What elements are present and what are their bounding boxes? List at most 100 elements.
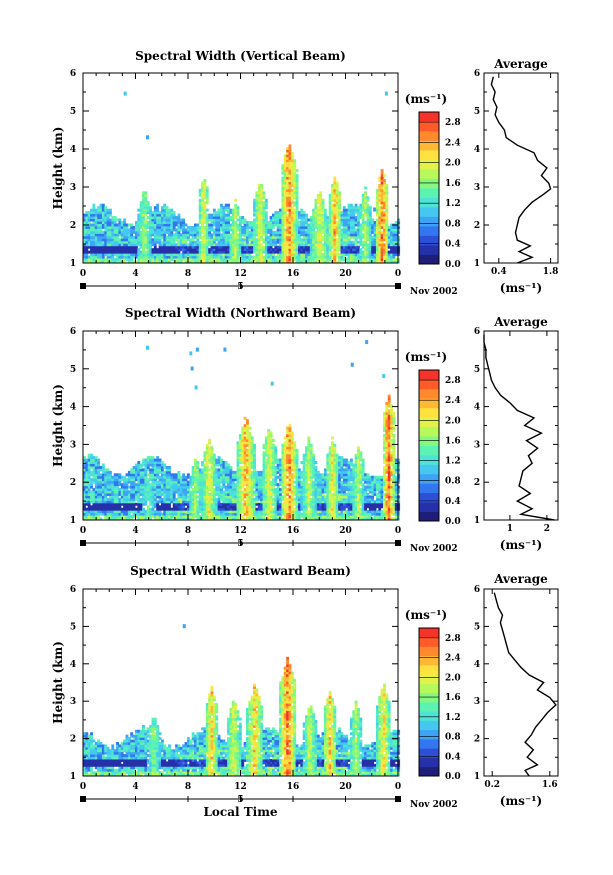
- heatmap-cell: [340, 253, 344, 257]
- heatmap-cell: [149, 473, 153, 477]
- heatmap-cell: [222, 480, 226, 484]
- heatmap-cell: [97, 250, 101, 254]
- heatmap-cell: [99, 465, 103, 469]
- heatmap-cell: [364, 203, 367, 207]
- heatmap-cell: [85, 475, 89, 479]
- heatmap-cell: [234, 243, 238, 247]
- heatmap-cell: [149, 490, 153, 494]
- heatmap-cell: [300, 208, 304, 212]
- heatmap-cell: [142, 258, 145, 262]
- heatmap-cell: [165, 253, 169, 257]
- heatmap-cell: [359, 238, 363, 242]
- heatmap-cell: [385, 198, 389, 202]
- heatmap-cell: [92, 240, 96, 244]
- heatmap-cell: [361, 201, 365, 205]
- heatmap-cell: [175, 218, 178, 222]
- heatmap-cell: [236, 500, 240, 504]
- heatmap-cell: [208, 453, 212, 457]
- heatmap-cell: [87, 258, 91, 262]
- heatmap-cell: [368, 225, 372, 229]
- heatmap-cell: [165, 497, 169, 501]
- heatmap-cell: [236, 488, 240, 492]
- heatmap-cell: [217, 245, 221, 249]
- heatmap-cell: [108, 223, 112, 227]
- heatmap-cell: [191, 260, 195, 264]
- average-x-tick-label: 1.8: [543, 267, 559, 277]
- heatmap-cell: [347, 223, 351, 227]
- heatmap-cell: [220, 248, 223, 252]
- heatmap-cell: [134, 465, 138, 469]
- heatmap-cell: [139, 488, 143, 492]
- heatmap-cell: [253, 473, 256, 477]
- heatmap-cell: [163, 505, 167, 509]
- heatmap-cell: [241, 216, 245, 220]
- heatmap-cell: [137, 490, 141, 494]
- heatmap-cell: [248, 495, 252, 499]
- heatmap-cell: [189, 258, 193, 262]
- heatmap-cell: [196, 243, 200, 247]
- heatmap-cell: [99, 255, 103, 259]
- heatmap-cell: [168, 240, 171, 244]
- heatmap-cell: [137, 483, 141, 487]
- heatmap-cell: [186, 228, 190, 232]
- heatmap-cell: [283, 238, 287, 242]
- heatmap-cell: [321, 198, 325, 202]
- heatmap-cell: [104, 230, 108, 234]
- heatmap-cell: [264, 238, 268, 242]
- heatmap-cell: [305, 233, 308, 237]
- heatmap-cell: [118, 505, 122, 509]
- heatmap-cell: [316, 211, 320, 215]
- heatmap-cell: [116, 478, 119, 482]
- heatmap-cell: [196, 240, 200, 244]
- heatmap-cell: [186, 248, 190, 252]
- heatmap-cell: [264, 198, 268, 202]
- heatmap-cell: [293, 174, 297, 178]
- heatmap-cell: [229, 490, 233, 494]
- heatmap-cell: [198, 255, 202, 259]
- heatmap-cell: [149, 488, 153, 492]
- heatmap-cell: [198, 500, 202, 504]
- heatmap-cell: [191, 235, 195, 239]
- heatmap-cell: [189, 245, 193, 249]
- heatmap-cell: [290, 176, 294, 180]
- heatmap-cell: [144, 500, 148, 504]
- heatmap-cell: [248, 502, 252, 506]
- heatmap-cell: [253, 221, 256, 224]
- heatmap-cell: [333, 248, 337, 252]
- heatmap-cell: [106, 235, 110, 239]
- heatmap-cell: [132, 468, 136, 472]
- heatmap-cell: [255, 480, 259, 484]
- heatmap-cell: [146, 245, 150, 249]
- heatmap-cell: [125, 228, 129, 232]
- heatmap-cell: [139, 512, 143, 516]
- heatmap-cell: [203, 228, 207, 232]
- heatmap-cell: [319, 198, 323, 202]
- heatmap-cell: [290, 169, 294, 173]
- chart-title: Spectral Width (Northward Beam): [125, 306, 356, 320]
- heatmap-cell: [163, 208, 167, 212]
- heatmap-cell: [257, 475, 261, 479]
- heatmap-cell: [198, 250, 202, 254]
- heatmap-cell: [172, 250, 176, 254]
- heatmap-cell: [375, 248, 379, 252]
- heatmap-cell: [201, 507, 204, 511]
- heatmap-cell: [149, 248, 153, 252]
- heatmap-cell: [118, 255, 122, 259]
- heatmap-cell: [120, 510, 124, 514]
- heatmap-cell: [144, 223, 148, 227]
- heatmap-cell: [224, 203, 228, 207]
- heatmap-cell: [137, 507, 141, 511]
- heatmap-cell: [210, 245, 214, 249]
- heatmap-cell: [215, 488, 219, 492]
- heatmap-cell: [366, 225, 370, 229]
- heatmap-cell: [267, 228, 271, 232]
- heatmap-cell: [229, 240, 233, 244]
- heatmap-cell: [383, 235, 386, 239]
- heatmap-cell: [97, 470, 101, 474]
- heatmap-cell: [137, 510, 141, 514]
- heatmap-cell: [182, 480, 186, 484]
- heatmap-cell: [172, 500, 176, 504]
- heatmap-cell: [364, 240, 367, 244]
- heatmap-cell: [179, 238, 183, 242]
- heatmap-cell: [215, 243, 219, 247]
